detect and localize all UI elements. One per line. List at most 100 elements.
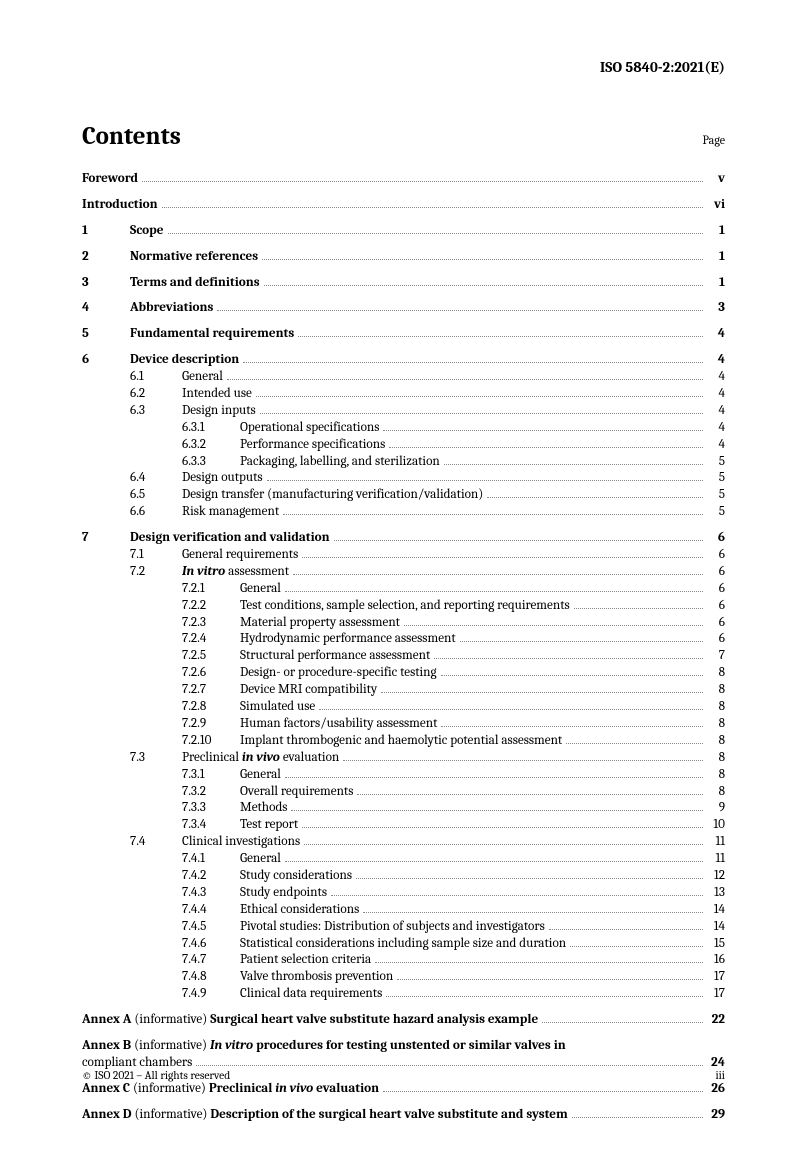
toc-page: 26 — [707, 1081, 725, 1098]
toc-page: 11 — [707, 834, 725, 851]
toc-entry: 7.2.5Structural performance assessment7 — [82, 648, 725, 665]
toc-number: 7.4.2 — [182, 868, 240, 885]
toc-label: Packaging, labelling, and sterilization — [240, 454, 440, 471]
toc-number: 7.2.6 — [182, 665, 240, 682]
toc-number: 2 — [82, 249, 130, 266]
toc-entry: 7.2.2Test conditions, sample selection, … — [82, 598, 725, 615]
toc-page: 6 — [707, 547, 725, 564]
toc-entry: 7.4.4Ethical considerations14 — [82, 902, 725, 919]
toc-number: 7.4.7 — [182, 952, 240, 969]
toc-page: 22 — [707, 1012, 725, 1029]
toc-page: 6 — [707, 530, 725, 547]
toc-page: 8 — [707, 699, 725, 716]
leader — [243, 362, 703, 363]
toc-entry: 6.3.2Performance specifications 4 — [82, 437, 725, 454]
toc-number: 7.2.9 — [182, 716, 240, 733]
leader — [389, 447, 703, 448]
toc-number: 7.2.2 — [182, 598, 240, 615]
toc-number: 7.3.1 — [182, 767, 240, 784]
toc-label: General — [240, 767, 281, 784]
toc-label: Ethical considerations — [240, 902, 359, 919]
toc-entry: 7.2In vitro assessment6 — [82, 564, 725, 581]
toc-label: Intended use — [182, 386, 252, 403]
toc-label: Material property assessment — [240, 615, 400, 632]
leader — [264, 285, 703, 286]
toc-page: 12 — [707, 868, 725, 885]
toc-number: 7.2.8 — [182, 699, 240, 716]
leader — [331, 895, 703, 896]
toc-label: Normative references — [130, 249, 258, 266]
leader — [162, 207, 703, 208]
toc-entry: 6.3.3Packaging, labelling, and steriliza… — [82, 454, 725, 471]
doc-id: ISO 5840-2:2021(E) — [82, 58, 725, 76]
leader — [441, 726, 703, 727]
toc-page: 8 — [707, 665, 725, 682]
toc-label: Clinical data requirements — [240, 986, 382, 1003]
toc-label: Preclinical in vivo evaluation — [182, 750, 339, 767]
leader — [319, 709, 703, 710]
leader — [168, 233, 704, 234]
toc-label: Study endpoints — [240, 885, 327, 902]
toc-page: 4 — [707, 437, 725, 454]
leader — [293, 574, 703, 575]
toc-label: Test conditions, sample selection, and r… — [240, 598, 570, 615]
leader — [302, 827, 703, 828]
toc-entry: 7.2.10Implant thrombogenic and haemolyti… — [82, 733, 725, 750]
toc-entry: 7.3.3Methods9 — [82, 800, 725, 817]
toc-page: 5 — [707, 454, 725, 471]
toc-number: 7.3.4 — [182, 817, 240, 834]
leader — [256, 396, 703, 397]
page-number: iii — [715, 1069, 725, 1082]
toc-entry: 2Normative references1 — [82, 249, 725, 266]
toc-page: 6 — [707, 564, 725, 581]
leader — [285, 861, 703, 862]
toc-number: 6.3.2 — [182, 437, 240, 454]
toc-page: 5 — [707, 470, 725, 487]
leader — [572, 1117, 703, 1118]
leader — [343, 760, 703, 761]
toc-number: 7.1 — [130, 547, 182, 564]
toc-label: Performance specifications — [240, 437, 385, 454]
toc-label: Design inputs — [182, 403, 256, 420]
toc-label: Clinical investigations — [182, 834, 300, 851]
toc-number: 7.2.1 — [182, 581, 240, 598]
leader — [375, 962, 703, 963]
copyright: © ISO 2021 – All rights reserved — [82, 1069, 230, 1082]
leader — [217, 310, 703, 311]
leader — [570, 946, 703, 947]
toc-number: 6 — [82, 352, 130, 369]
toc-page: 8 — [707, 733, 725, 750]
toc-label: Device MRI compatibility — [240, 682, 377, 699]
toc-label: Scope — [130, 223, 164, 240]
leader — [357, 794, 703, 795]
toc-entry: 6.2Intended use4 — [82, 386, 725, 403]
toc-label: Implant thrombogenic and haemolytic pote… — [240, 733, 562, 750]
leader — [434, 658, 703, 659]
footer: © ISO 2021 – All rights reserved iii — [82, 1069, 725, 1082]
toc-number: 6.5 — [130, 487, 182, 504]
toc-page: 1 — [707, 223, 725, 240]
toc-page: 7 — [707, 648, 725, 665]
toc-entry: 7.4.7Patient selection criteria16 — [82, 952, 725, 969]
toc-entry: Introductionvi — [82, 197, 725, 214]
toc-label: Methods — [240, 800, 287, 817]
toc-entry: 7Design verification and validation6 — [82, 530, 725, 547]
leader — [363, 912, 703, 913]
toc-entry: 4Abbreviations3 — [82, 300, 725, 317]
toc-entry: 5Fundamental requirements4 — [82, 326, 725, 343]
toc-entry: 3Terms and definitions1 — [82, 275, 725, 292]
toc-label: Annex C (informative) Preclinical in viv… — [82, 1081, 379, 1098]
toc-page: 8 — [707, 767, 725, 784]
toc-number: 7.4.1 — [182, 851, 240, 868]
toc-entry: 7.3.1General 8 — [82, 767, 725, 784]
toc-label: Device description — [130, 352, 239, 369]
leader — [334, 540, 703, 541]
toc-label: Terms and definitions — [130, 275, 260, 292]
toc-entry: 7.4.2Study considerations12 — [82, 868, 725, 885]
toc-page: v — [707, 171, 725, 188]
toc-entry: 7.2.3Material property assessment6 — [82, 615, 725, 632]
toc-number: 5 — [82, 326, 130, 343]
toc-entry: 7.3.4Test report10 — [82, 817, 725, 834]
toc-number: 7.2.5 — [182, 648, 240, 665]
leader — [386, 996, 703, 997]
